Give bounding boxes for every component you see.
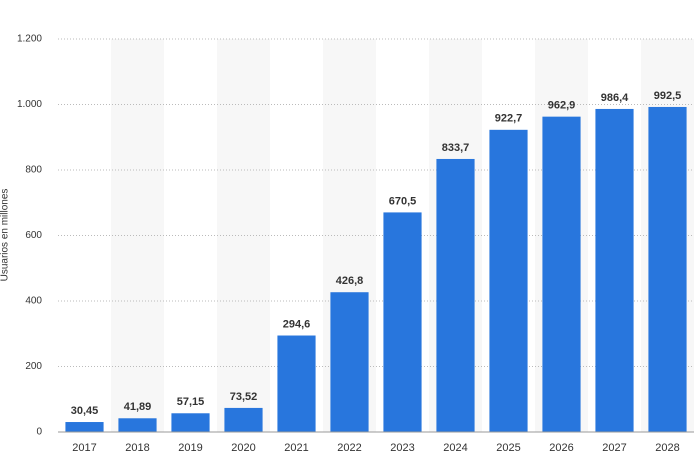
x-tick-label: 2022 [337,442,361,454]
bar [648,106,687,433]
bar [171,413,210,432]
x-tick-label: 2026 [549,442,573,454]
y-axis-label: Usuarios en millones [0,189,11,282]
value-label: 986,4 [601,92,629,104]
x-tick-label: 2019 [178,442,202,454]
value-label: 962,9 [548,100,576,112]
column-band [111,39,164,432]
x-tick-label: 2023 [390,442,414,454]
value-label: 30,45 [71,405,99,417]
x-tick-label: 2027 [602,442,626,454]
x-tick-label: 2025 [496,442,520,454]
value-label: 57,15 [177,396,205,408]
value-label: 992,5 [654,90,682,102]
y-tick-label: 1.000 [17,99,42,110]
bar [489,129,528,433]
bar [65,422,104,432]
x-tick-label: 2017 [72,442,96,454]
y-tick-label: 400 [25,296,42,307]
column-band [217,39,270,432]
bar [383,212,422,432]
bar [224,407,263,432]
value-label: 294,6 [283,318,311,330]
y-tick-label: 600 [25,230,42,241]
bar [436,158,475,432]
bar [595,108,634,432]
bar [542,116,581,432]
bar [118,418,157,432]
value-label: 833,7 [442,142,470,154]
value-label: 670,5 [389,195,417,207]
x-tick-label: 2018 [125,442,149,454]
y-tick-label: 0 [36,427,42,438]
x-tick-label: 2020 [231,442,255,454]
y-tick-label: 200 [25,361,42,372]
x-tick-label: 2021 [284,442,308,454]
y-tick-label: 800 [25,165,42,176]
y-tick-label: 1.200 [17,34,42,45]
x-tick-label: 2028 [655,442,679,454]
value-label: 426,8 [336,275,364,287]
x-tick-label: 2024 [443,442,467,454]
value-label: 922,7 [495,113,523,125]
value-label: 73,52 [230,391,258,403]
value-label: 41,89 [124,401,152,413]
bar [277,335,316,432]
bar [330,292,369,432]
